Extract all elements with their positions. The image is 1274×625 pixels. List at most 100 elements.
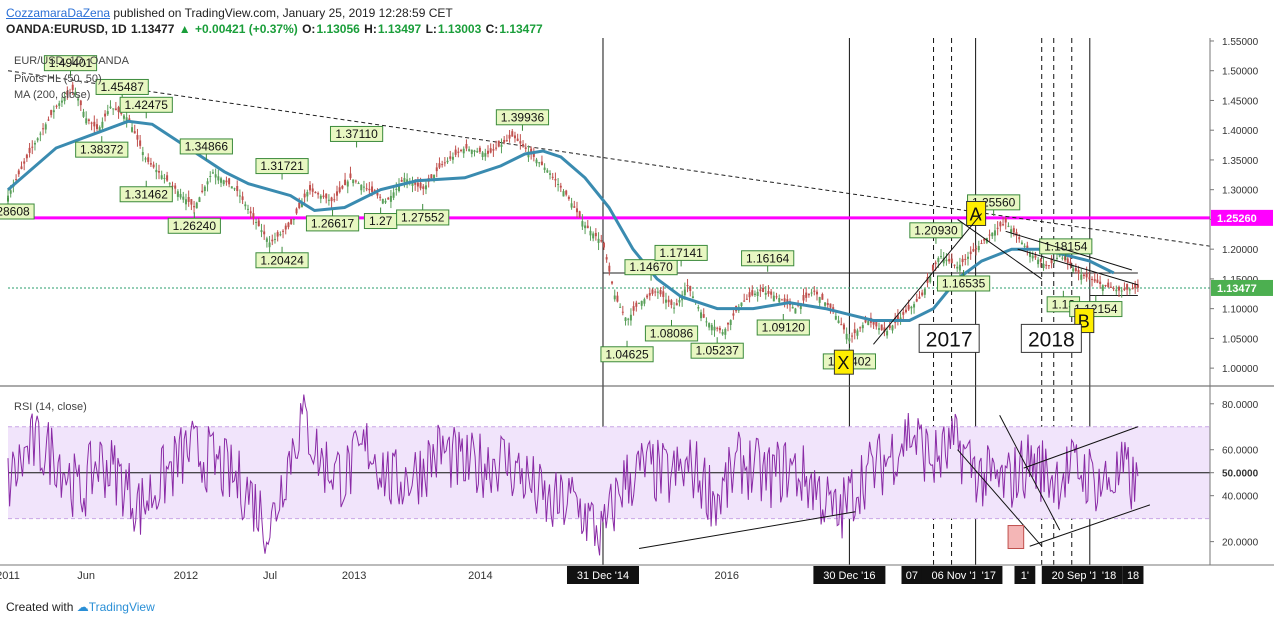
candle-body (252, 213, 255, 218)
candle-body (220, 178, 223, 183)
candle-body (716, 327, 719, 329)
candle-body (1128, 289, 1131, 291)
candle-body (875, 321, 878, 327)
pivot-label: 1.28608 (0, 205, 30, 219)
candle-body (535, 159, 538, 164)
chart-area[interactable]: 1.49401 1.45487 1.42475 1.38372 1.34866 1.314… (0, 38, 1274, 595)
candle-body (365, 188, 368, 190)
rsi-pane[interactable] (7, 394, 1210, 556)
candle-body (977, 246, 980, 251)
candle-body (813, 290, 816, 292)
candle-body (824, 302, 827, 306)
candle-body (338, 187, 341, 193)
candle-body (743, 300, 746, 302)
candle-body (322, 195, 325, 198)
x-label-bg (1014, 566, 1036, 584)
candle-body (969, 251, 972, 255)
author-link[interactable]: CozzamaraDaZena (6, 6, 111, 20)
candle-body (770, 291, 773, 295)
candle-body (1074, 268, 1077, 272)
candle-body (632, 306, 635, 311)
candle-body (834, 316, 837, 320)
candle-body (484, 153, 487, 157)
rsi-line (7, 394, 1139, 556)
candle-body (465, 143, 468, 149)
footer: Created with ☁TradingView (6, 599, 155, 615)
candle-body (762, 287, 765, 293)
candle-body (476, 151, 479, 153)
candle-body (937, 257, 940, 262)
candle-body (1010, 229, 1013, 233)
candle-body (505, 140, 508, 142)
x-label-bg (813, 566, 886, 584)
candle-body (131, 127, 134, 132)
candle-body (530, 148, 533, 155)
candle-body (1134, 283, 1137, 289)
candle-body (1104, 284, 1107, 287)
candle-body (1004, 218, 1007, 223)
candle-body (152, 164, 155, 168)
candle-body (246, 208, 249, 210)
x-tick-label: 20 Sep '18 (1052, 570, 1104, 582)
candle-body (549, 173, 552, 175)
candle-body (141, 152, 144, 156)
candle-body (940, 256, 943, 258)
chart-svg[interactable]: 1.49401 1.45487 1.42475 1.38372 1.34866 1.314… (0, 38, 1274, 595)
candle-body (907, 304, 910, 310)
candle-body (740, 302, 743, 307)
candle-body (206, 181, 209, 185)
y-tick-label: 1.30000 (1222, 186, 1259, 197)
candle-body (392, 192, 395, 198)
candle-body (273, 238, 276, 240)
y-tick-label: 1.00000 (1222, 364, 1259, 375)
pivot-label-box (119, 96, 173, 113)
candle-body (271, 239, 274, 242)
pivot-label-box (741, 250, 795, 267)
channel-line (957, 219, 1043, 280)
pivot-label-box (495, 109, 550, 126)
price-pane[interactable]: 1.49401 1.45487 1.42475 1.38372 1.34866 1.314… (0, 38, 1211, 565)
candle-body (616, 295, 619, 302)
x-tick-label: '17 (982, 570, 996, 582)
tradingview-brand[interactable]: TradingView (88, 600, 155, 614)
candle-body (139, 140, 142, 146)
candle-body (1088, 277, 1091, 279)
candle-body (101, 121, 104, 128)
candle-body (20, 166, 23, 169)
candle-body (292, 218, 295, 220)
candle-body (95, 124, 98, 130)
pivot-label: 1.20930 (914, 223, 958, 237)
candle-body (1050, 258, 1053, 264)
candle-body (120, 112, 123, 114)
candle-body (1039, 258, 1042, 262)
candle-body (1107, 282, 1110, 287)
candle-body (942, 257, 945, 264)
candle-body (93, 121, 96, 127)
candle-body (122, 115, 125, 119)
candle-body (193, 206, 196, 208)
candle-body (411, 182, 414, 186)
candle-body (325, 193, 328, 199)
candle-body (999, 222, 1002, 227)
candle-body (1069, 261, 1072, 266)
candle-body (522, 144, 525, 147)
candle-body (112, 108, 115, 110)
x-tick-label: 1' (1021, 570, 1029, 582)
candle-body (508, 134, 511, 139)
candle-body (619, 306, 622, 308)
low-label: L: (425, 22, 437, 36)
candle-body (160, 175, 163, 179)
candle-body (783, 298, 786, 302)
pivot-label-box (909, 222, 963, 239)
pivot-label: 1.16164 (746, 251, 790, 265)
candle-body (1096, 279, 1099, 283)
candle-body (125, 117, 128, 123)
candle-body (837, 320, 840, 323)
candle-body (745, 298, 748, 300)
candle-body (646, 295, 649, 298)
candle-body (867, 321, 870, 325)
candle-body (675, 303, 678, 306)
candle-body (414, 182, 417, 185)
candle-body (991, 232, 994, 237)
candle-body (352, 179, 355, 184)
